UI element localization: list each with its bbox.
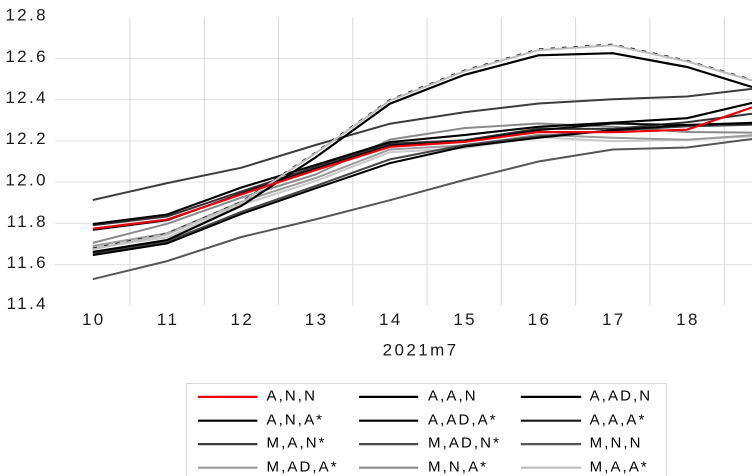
svg-text:11.8: 11.8 bbox=[7, 212, 48, 231]
svg-text:M,A,N*: M,A,N* bbox=[267, 435, 327, 452]
svg-text:11: 11 bbox=[157, 310, 179, 329]
svg-text:14: 14 bbox=[379, 310, 403, 329]
svg-text:12.4: 12.4 bbox=[5, 88, 48, 107]
svg-text:A,N,N: A,N,N bbox=[267, 388, 318, 405]
svg-text:12.0: 12.0 bbox=[5, 171, 48, 190]
svg-text:A,AD,A*: A,AD,A* bbox=[428, 411, 498, 428]
svg-text:M,AD,A*: M,AD,A* bbox=[267, 458, 339, 475]
svg-text:M,A,A*: M,A,A* bbox=[590, 458, 649, 475]
svg-text:12.2: 12.2 bbox=[5, 129, 48, 148]
svg-text:11.6: 11.6 bbox=[7, 253, 48, 272]
svg-text:12: 12 bbox=[231, 310, 255, 329]
svg-text:18: 18 bbox=[676, 310, 700, 329]
svg-text:2021m7: 2021m7 bbox=[383, 341, 459, 360]
svg-text:13: 13 bbox=[305, 310, 329, 329]
svg-text:12.6: 12.6 bbox=[5, 47, 48, 66]
svg-text:M,AD,N*: M,AD,N* bbox=[428, 435, 501, 452]
svg-text:A,A,N: A,A,N bbox=[428, 388, 478, 405]
svg-text:12.8: 12.8 bbox=[5, 6, 48, 25]
svg-text:17: 17 bbox=[602, 310, 626, 329]
svg-text:A,AD,N: A,AD,N bbox=[590, 388, 653, 405]
svg-text:M,N,A*: M,N,A* bbox=[428, 458, 488, 475]
svg-text:A,N,A*: A,N,A* bbox=[267, 411, 325, 428]
svg-text:11.4: 11.4 bbox=[7, 294, 48, 313]
svg-text:15: 15 bbox=[453, 310, 477, 329]
svg-text:M,N,N: M,N,N bbox=[590, 435, 643, 452]
svg-text:10: 10 bbox=[82, 310, 106, 329]
svg-text:16: 16 bbox=[528, 310, 552, 329]
svg-text:A,A,A*: A,A,A* bbox=[590, 411, 647, 428]
